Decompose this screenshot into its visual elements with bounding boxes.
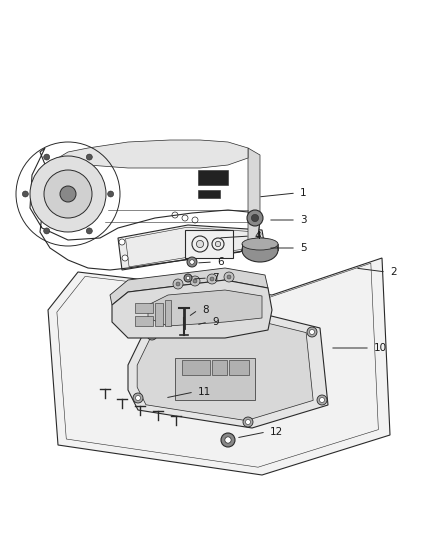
Polygon shape bbox=[148, 290, 262, 326]
Circle shape bbox=[135, 395, 141, 400]
Circle shape bbox=[44, 228, 49, 234]
Text: 9: 9 bbox=[212, 317, 219, 327]
Circle shape bbox=[243, 417, 253, 427]
Circle shape bbox=[319, 398, 325, 402]
Polygon shape bbox=[58, 140, 248, 168]
Circle shape bbox=[317, 395, 327, 405]
Circle shape bbox=[196, 240, 204, 248]
Circle shape bbox=[207, 274, 217, 284]
Circle shape bbox=[190, 276, 200, 286]
Bar bbox=[165, 300, 171, 326]
Circle shape bbox=[224, 272, 234, 282]
Text: 3: 3 bbox=[300, 215, 307, 225]
Text: 2: 2 bbox=[390, 267, 397, 277]
Bar bbox=[182, 360, 210, 375]
Polygon shape bbox=[137, 319, 313, 421]
Text: 5: 5 bbox=[300, 243, 307, 253]
Circle shape bbox=[221, 433, 235, 447]
Circle shape bbox=[108, 191, 113, 197]
Polygon shape bbox=[248, 148, 260, 245]
Circle shape bbox=[44, 154, 49, 160]
Text: 6: 6 bbox=[217, 257, 224, 267]
Circle shape bbox=[247, 210, 263, 226]
Circle shape bbox=[225, 437, 231, 443]
Circle shape bbox=[187, 257, 197, 267]
Polygon shape bbox=[128, 312, 328, 428]
Circle shape bbox=[310, 329, 314, 335]
Polygon shape bbox=[112, 280, 272, 338]
Circle shape bbox=[22, 191, 28, 197]
Bar bbox=[135, 303, 153, 313]
Bar bbox=[212, 360, 227, 375]
Bar bbox=[175, 358, 255, 400]
Circle shape bbox=[147, 330, 157, 340]
Circle shape bbox=[251, 214, 258, 222]
Circle shape bbox=[307, 327, 317, 337]
Polygon shape bbox=[118, 225, 265, 270]
Text: 4: 4 bbox=[254, 231, 261, 241]
Circle shape bbox=[227, 275, 231, 279]
Ellipse shape bbox=[242, 238, 278, 250]
Bar bbox=[185, 230, 233, 258]
Polygon shape bbox=[198, 170, 228, 185]
Text: 10: 10 bbox=[374, 343, 387, 353]
Circle shape bbox=[44, 170, 92, 218]
Bar bbox=[155, 303, 163, 326]
Circle shape bbox=[210, 277, 214, 281]
Circle shape bbox=[190, 260, 194, 264]
Bar bbox=[135, 316, 153, 326]
Polygon shape bbox=[198, 190, 220, 198]
Text: 8: 8 bbox=[202, 305, 208, 315]
Circle shape bbox=[193, 279, 197, 283]
Circle shape bbox=[119, 239, 125, 245]
Ellipse shape bbox=[242, 238, 278, 262]
Circle shape bbox=[173, 279, 183, 289]
Circle shape bbox=[257, 243, 263, 249]
Circle shape bbox=[246, 419, 251, 424]
Polygon shape bbox=[48, 258, 390, 475]
Circle shape bbox=[133, 393, 143, 403]
Text: 1: 1 bbox=[300, 188, 307, 198]
Circle shape bbox=[86, 228, 92, 234]
Circle shape bbox=[122, 255, 128, 261]
Bar bbox=[229, 360, 249, 375]
Text: 7: 7 bbox=[212, 273, 219, 283]
Circle shape bbox=[149, 333, 155, 337]
Circle shape bbox=[86, 154, 92, 160]
Text: 11: 11 bbox=[198, 387, 211, 397]
Circle shape bbox=[184, 274, 192, 282]
Circle shape bbox=[186, 276, 190, 280]
Circle shape bbox=[176, 282, 180, 286]
Circle shape bbox=[30, 156, 106, 232]
Circle shape bbox=[255, 231, 261, 237]
Circle shape bbox=[215, 241, 221, 247]
Circle shape bbox=[60, 186, 76, 202]
Polygon shape bbox=[110, 268, 268, 305]
Text: 12: 12 bbox=[270, 427, 283, 437]
